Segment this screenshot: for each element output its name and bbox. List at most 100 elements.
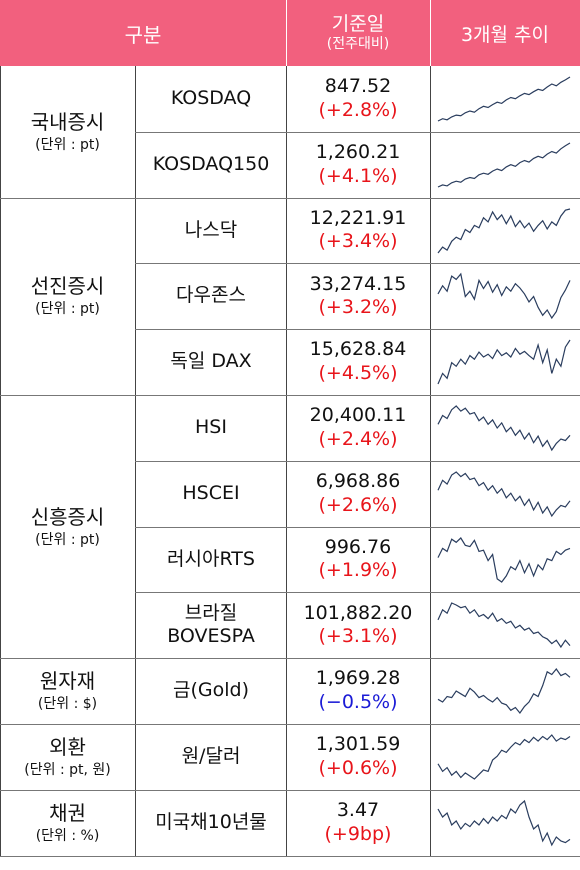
- group-cell: 신흥증시 (단위 : pt): [0, 395, 135, 658]
- header-value: 기준일 (전주대비): [286, 0, 430, 66]
- trend-line: [437, 799, 571, 847]
- item-label: 브라질 BOVESPA: [167, 601, 255, 648]
- trend-sparkline: [437, 339, 571, 385]
- trend-line: [437, 142, 571, 188]
- row-divider: [135, 132, 580, 133]
- group-unit: (단위 : pt): [35, 531, 100, 548]
- item-label: KOSDAQ: [170, 87, 252, 110]
- value-cell: 101,882.20 (+3.1%): [287, 592, 429, 658]
- trend-sparkline: [437, 733, 571, 780]
- header-separator: [286, 0, 287, 66]
- value-change: (+9bp): [324, 822, 392, 845]
- trend-line: [437, 733, 571, 780]
- value-number: 6,968.86: [315, 469, 401, 492]
- value-number: 101,882.20: [303, 601, 413, 624]
- item-name: 미국채10년물: [137, 790, 285, 856]
- header-trend-label: 3개월 추이: [460, 23, 550, 46]
- value-number: 1,260.21: [315, 140, 401, 163]
- value-number: 20,400.11: [309, 404, 407, 427]
- value-number: 847.52: [324, 75, 392, 98]
- row-divider: [135, 461, 580, 462]
- header-separator: [430, 0, 431, 66]
- group-name: 국내증시: [30, 109, 105, 134]
- group-name: 채권: [49, 800, 86, 825]
- item-name: 금(Gold): [137, 658, 285, 724]
- item-name: 브라질 BOVESPA: [137, 592, 285, 658]
- group-unit: (단위 : pt, 원): [24, 761, 111, 778]
- header-trend: 3개월 추이: [430, 0, 580, 66]
- value-number: 1,969.28: [315, 667, 401, 690]
- item-name: 러시아RTS: [137, 527, 285, 593]
- value-number: 996.76: [324, 535, 392, 558]
- value-change: (+3.4%): [318, 230, 398, 253]
- trend-sparkline: [437, 536, 571, 583]
- value-change: (−0.5%): [318, 691, 398, 714]
- item-name: HSCEI: [137, 461, 285, 527]
- group-unit: (단위 : pt): [35, 136, 100, 153]
- value-change: (+4.1%): [318, 164, 398, 187]
- item-label: 원/달러: [181, 745, 241, 768]
- row-divider: [0, 198, 580, 199]
- item-name: KOSDAQ150: [137, 132, 285, 198]
- value-cell: 12,221.91 (+3.4%): [287, 198, 429, 264]
- row-divider: [135, 592, 580, 593]
- trend-sparkline: [437, 470, 571, 517]
- value-cell: 15,628.84 (+4.5%): [287, 329, 429, 395]
- value-change: (+3.1%): [318, 625, 398, 648]
- trend-line: [437, 76, 571, 122]
- value-cell: 3.47 (+9bp): [287, 790, 429, 856]
- row-divider: [0, 658, 580, 659]
- group-cell: 국내증시 (단위 : pt): [0, 66, 135, 198]
- value-change: (+2.6%): [318, 493, 398, 516]
- trend-sparkline: [437, 602, 571, 649]
- group-unit: (단위 : pt): [35, 301, 100, 318]
- trend-sparkline: [437, 142, 571, 188]
- item-label: 다우존스: [176, 284, 246, 307]
- trend-line: [437, 272, 571, 320]
- header-category: 구분: [0, 0, 286, 66]
- group-cell: 채권 (단위 : %): [0, 790, 135, 856]
- value-cell: 6,968.86 (+2.6%): [287, 461, 429, 527]
- value-number: 1,301.59: [315, 733, 401, 756]
- group-name: 선진증시: [30, 274, 105, 299]
- value-cell: 847.52 (+2.8%): [287, 66, 429, 132]
- item-name: 다우존스: [137, 263, 285, 329]
- trend-sparkline: [437, 405, 571, 452]
- row-divider: [135, 263, 580, 264]
- trend-line: [437, 536, 571, 583]
- group-name: 원자재: [39, 668, 96, 693]
- row-divider: [0, 790, 580, 791]
- value-number: 3.47: [336, 798, 380, 821]
- trend-line: [437, 470, 571, 517]
- value-cell: 996.76 (+1.9%): [287, 527, 429, 593]
- value-number: 15,628.84: [309, 338, 407, 361]
- item-label: HSCEI: [182, 481, 240, 504]
- value-change: (+3.2%): [318, 296, 398, 319]
- value-cell: 1,301.59 (+0.6%): [287, 724, 429, 790]
- group-cell: 외환 (단위 : pt, 원): [0, 724, 135, 790]
- trend-sparkline: [437, 668, 571, 715]
- row-divider: [0, 724, 580, 725]
- trend-sparkline: [437, 272, 571, 320]
- value-change: (+1.9%): [318, 559, 398, 582]
- group-unit: (단위 : $): [37, 695, 98, 712]
- value-change: (+4.5%): [318, 362, 398, 385]
- row-divider: [0, 395, 580, 396]
- value-cell: 1,969.28 (−0.5%): [287, 658, 429, 724]
- value-cell: 1,260.21 (+4.1%): [287, 132, 429, 198]
- header-value-sublabel: (전주대비): [326, 35, 390, 52]
- group-cell: 원자재 (단위 : $): [0, 658, 135, 724]
- trend-line: [437, 668, 571, 715]
- value-cell: 20,400.11 (+2.4%): [287, 395, 429, 461]
- item-name: 원/달러: [137, 724, 285, 790]
- value-change: (+2.4%): [318, 427, 398, 450]
- trend-line: [437, 602, 571, 649]
- trend-sparkline: [437, 207, 571, 253]
- value-change: (+2.8%): [318, 98, 398, 121]
- row-divider: [135, 329, 580, 330]
- item-name: HSI: [137, 395, 285, 461]
- item-label: 러시아RTS: [167, 547, 255, 570]
- header-value-label: 기준일: [331, 13, 385, 36]
- table-bottom-border: [0, 856, 580, 857]
- row-divider: [135, 527, 580, 528]
